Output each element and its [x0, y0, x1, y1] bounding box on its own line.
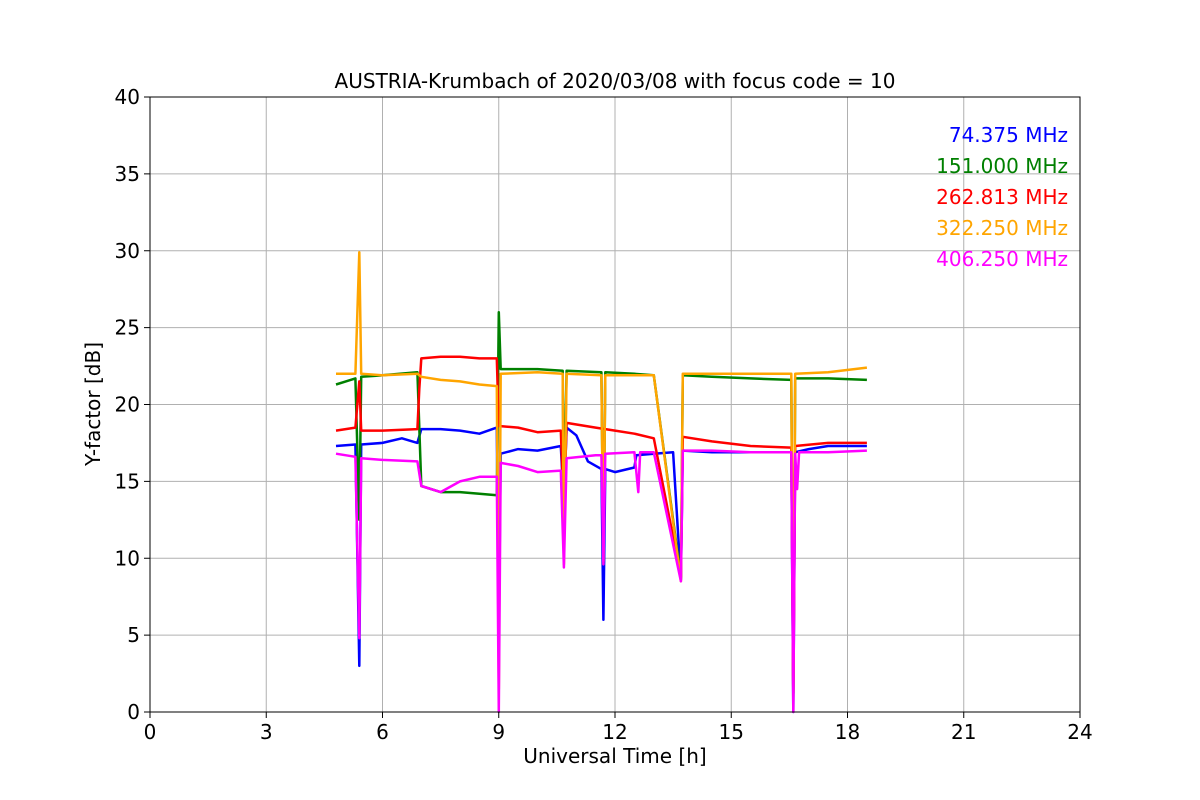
y-tick-label: 30	[115, 239, 140, 263]
y-tick-label: 35	[115, 162, 140, 186]
x-tick-label: 21	[951, 720, 976, 744]
y-tick-label: 0	[127, 700, 140, 724]
legend-entry: 74.375 MHz	[949, 123, 1068, 147]
x-tick-label: 9	[492, 720, 505, 744]
x-tick-label: 6	[376, 720, 389, 744]
legend-entry: 322.250 MHz	[936, 216, 1068, 240]
chart-title: AUSTRIA-Krumbach of 2020/03/08 with focu…	[335, 69, 896, 93]
x-tick-label: 0	[144, 720, 157, 744]
y-tick-label: 10	[115, 546, 140, 570]
series-line-3	[335, 355, 867, 695]
x-tick-label: 24	[1067, 720, 1092, 744]
series-layer	[335, 251, 868, 714]
series-line-5	[335, 449, 867, 714]
x-axis-title: Universal Time [h]	[523, 744, 706, 768]
legend: 74.375 MHz 151.000 MHz 262.813 MHz 322.250 …	[936, 123, 1068, 271]
x-tick-label: 18	[835, 720, 860, 744]
ticks: 0 3 6 9 12 15 18 21 24 0 5 10 15 20 25 30 35 40	[115, 85, 1093, 744]
y-tick-label: 25	[115, 316, 140, 340]
y-tick-label: 5	[127, 623, 140, 647]
legend-entry: 406.250 MHz	[936, 247, 1068, 271]
y-tick-label: 20	[115, 393, 140, 417]
x-tick-label: 15	[719, 720, 744, 744]
x-tick-label: 3	[260, 720, 273, 744]
legend-entry: 151.000 MHz	[936, 154, 1068, 178]
y-tick-label: 40	[115, 85, 140, 109]
legend-entry: 262.813 MHz	[936, 185, 1068, 209]
x-tick-label: 12	[602, 720, 627, 744]
y-tick-label: 15	[115, 469, 140, 493]
y-axis-title: Y-factor [dB]	[81, 342, 105, 467]
